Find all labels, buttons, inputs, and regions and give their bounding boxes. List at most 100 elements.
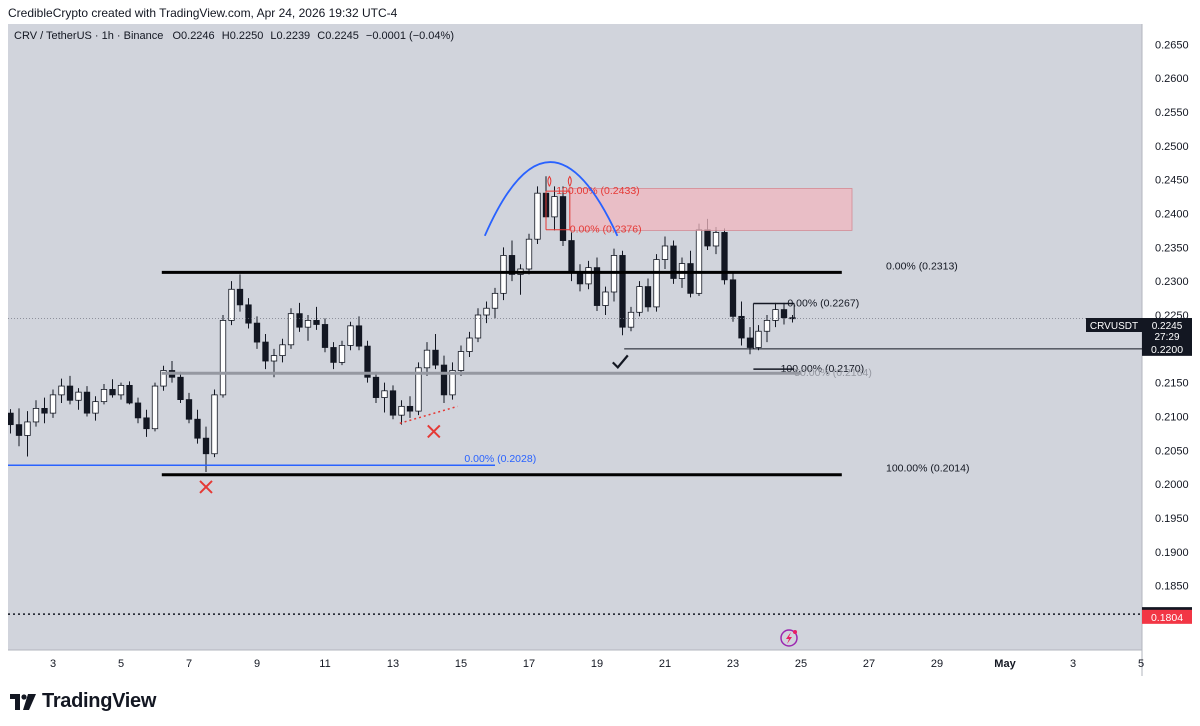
- high-value: 0.2250: [230, 30, 264, 42]
- price-tag: CRVUSDT 0.2245 27:29: [1086, 318, 1192, 344]
- x-tick-label: 5: [1138, 658, 1144, 670]
- candle-body: [117, 384, 125, 396]
- candle-body: [551, 196, 558, 218]
- y-tick-label: 0.2300: [1155, 276, 1189, 288]
- candle-body: [525, 238, 533, 270]
- candle-body: [253, 322, 261, 343]
- replay-icon[interactable]: [780, 629, 798, 647]
- x-tick-label: 3: [50, 658, 56, 670]
- x-tick-label: 19: [591, 658, 603, 670]
- x-tick-label: May: [994, 658, 1016, 670]
- candle-body: [330, 347, 337, 363]
- candle-body: [202, 437, 210, 455]
- candle-body: [746, 337, 754, 348]
- candle-body: [729, 279, 737, 317]
- candle-body: [109, 389, 116, 396]
- open-value: 0.2246: [181, 30, 215, 42]
- candle-body: [423, 349, 431, 369]
- candle-body: [24, 421, 31, 436]
- candle-body: [780, 309, 788, 319]
- candle-body: [432, 349, 439, 366]
- candle-body: [474, 314, 482, 339]
- candle-body: [372, 376, 380, 398]
- candle-body: [415, 367, 422, 412]
- close-value: 0.2245: [325, 30, 359, 42]
- level-red-bottom-label: 0.00% (0.2376): [570, 224, 642, 236]
- level-gray-label: 50.00% (0.2164): [794, 367, 872, 379]
- symbol-line: CRV / TetherUS · 1h · Binance O0.2246 H0…: [14, 30, 454, 42]
- price-tag-box: [1142, 318, 1192, 344]
- level-box-top-label: 0.00% (0.2267): [787, 298, 859, 310]
- x-tick-label: 3: [1070, 658, 1076, 670]
- candle-body: [653, 259, 660, 308]
- price-tag-symbol: CRVUSDT: [1090, 321, 1138, 332]
- y-tick-label: 0.2450: [1155, 175, 1189, 187]
- candle-body: [58, 385, 65, 396]
- symbol-name: CRV / TetherUS · 1h · Binance: [14, 30, 163, 42]
- x-tick-label: 11: [319, 658, 330, 670]
- candle-body: [304, 320, 312, 328]
- candle-body: [406, 405, 414, 412]
- candle-body: [185, 399, 193, 420]
- candle-body: [602, 291, 609, 306]
- candle-body: [695, 229, 703, 294]
- candle-body: [15, 424, 23, 436]
- candle-body: [704, 229, 711, 247]
- y-tick-label: 0.2050: [1155, 445, 1189, 457]
- y-tick-label: 0.2100: [1155, 412, 1189, 424]
- candle-body: [721, 232, 728, 281]
- red-x-icon: [427, 424, 441, 439]
- candle-body: [772, 309, 779, 321]
- time-axis[interactable]: 3 5 7 9 11 13 15 17 19 21 23 25 27 29 May 3 5: [50, 658, 1144, 670]
- price-axis[interactable]: 0.2650 0.2600 0.2550 0.2500 0.2450 0.2400 0.23…: [1142, 39, 1192, 624]
- candle-body: [92, 401, 99, 414]
- candle-body: [508, 255, 516, 275]
- candle-body: [627, 311, 635, 328]
- y-tick-label: 0.1850: [1155, 581, 1189, 593]
- chart-frame[interactable]: 0.00% (0.2313) 100.00% (0.2014) 0.00% (0.2…: [0, 24, 1192, 676]
- candle-body: [593, 267, 601, 306]
- candle-body: [466, 337, 473, 352]
- candle-body: [644, 286, 652, 308]
- candle-body: [41, 407, 48, 414]
- y-tick-label: 0.2350: [1155, 242, 1189, 254]
- candle-body: [270, 355, 278, 362]
- level-lower-label: 100.00% (0.2014): [886, 463, 969, 475]
- red-top-marks: [547, 175, 572, 187]
- candle-body: [738, 315, 745, 339]
- candle-body: [126, 384, 133, 404]
- candle-body: [49, 394, 57, 414]
- candle-body: [661, 245, 669, 260]
- x-tick-label: 13: [387, 658, 399, 670]
- candle-body: [347, 325, 354, 346]
- price-tag-price: 0.2245: [1152, 321, 1183, 332]
- low-label: L: [270, 30, 276, 42]
- x-tick-label: 15: [455, 658, 467, 670]
- tradingview-logo[interactable]: TradingView: [10, 690, 156, 713]
- candle-body: [287, 313, 295, 346]
- x-tick-label: 27: [863, 658, 875, 670]
- brand-name: TradingView: [42, 690, 157, 712]
- price-chart[interactable]: 0.00% (0.2313) 100.00% (0.2014) 0.00% (0.2…: [0, 24, 1192, 676]
- red-x-icon: [199, 480, 213, 494]
- candle-body: [483, 307, 490, 316]
- candle-body: [211, 394, 218, 455]
- low-value: 0.2239: [277, 30, 311, 42]
- candle-body: [381, 390, 388, 398]
- levels-group: 0.00% (0.2313) 100.00% (0.2014) 0.00% (0.2…: [0, 185, 1142, 615]
- candle-body: [389, 390, 397, 416]
- x-tick-label: 17: [523, 658, 535, 670]
- resistance-zone: [569, 188, 853, 231]
- candle-body: [559, 196, 567, 241]
- y-tick-label: 0.2600: [1155, 73, 1189, 85]
- y-tick-label: 0.2400: [1155, 208, 1189, 220]
- x-tick-label: 25: [795, 658, 807, 670]
- candle-body: [66, 385, 74, 401]
- candle-body: [670, 245, 677, 279]
- candle-body: [763, 320, 771, 332]
- price-tag-symbol-box: [1086, 318, 1142, 332]
- time-axis-background: [8, 650, 1142, 676]
- red-dotted-trendline: [399, 405, 458, 425]
- annotations-group: [199, 161, 629, 494]
- axis-value-label: 0.1804: [1151, 612, 1183, 624]
